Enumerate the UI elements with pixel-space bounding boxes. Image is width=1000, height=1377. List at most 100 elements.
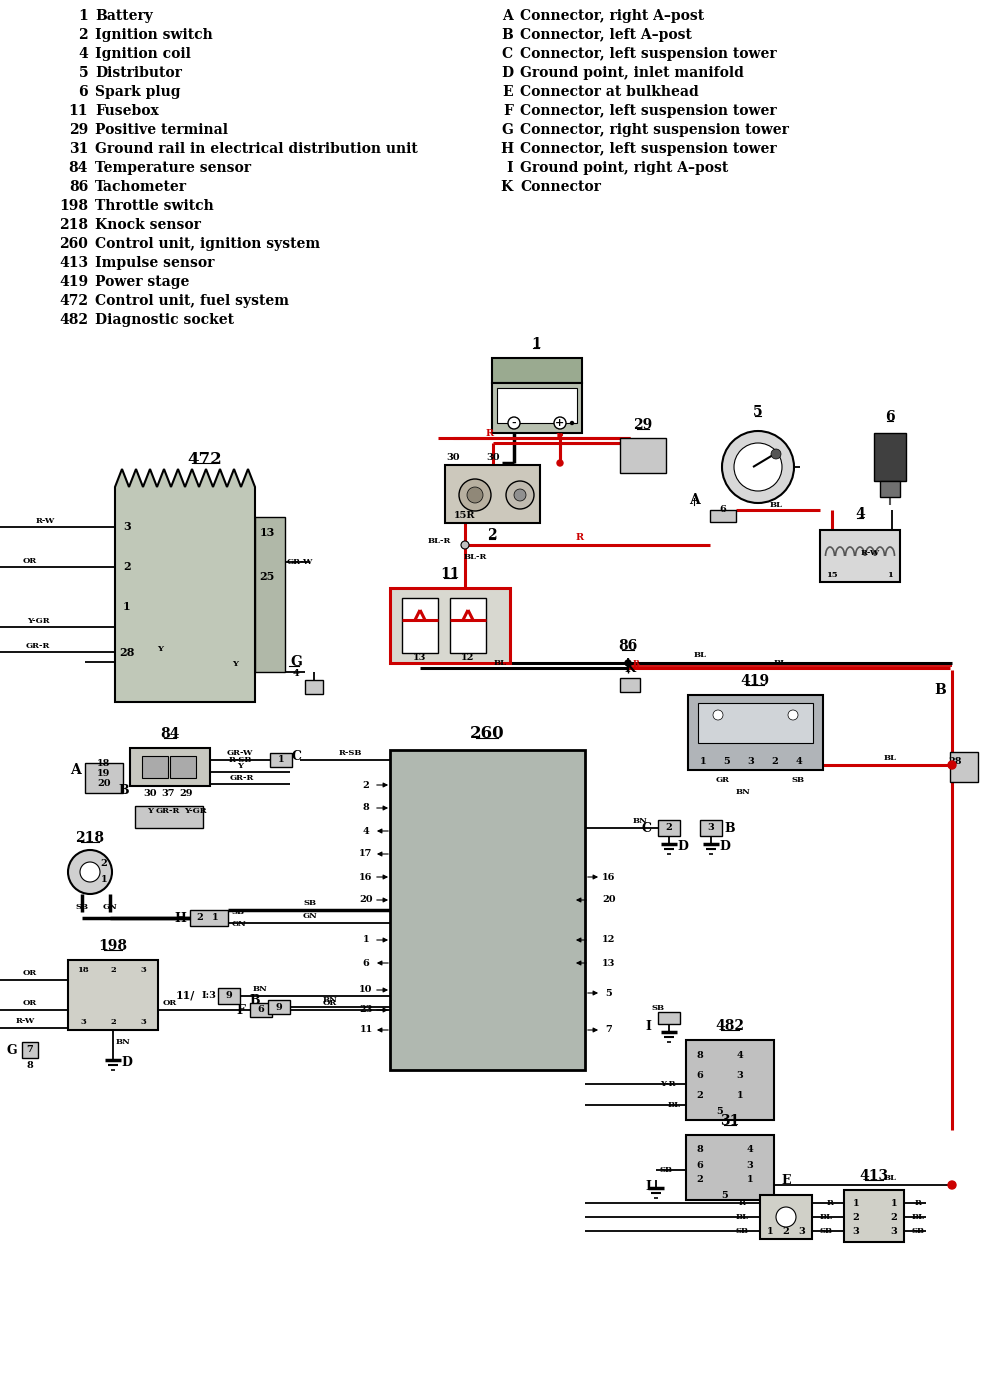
Text: 2: 2 — [101, 859, 107, 869]
Text: 1: 1 — [123, 602, 131, 613]
Circle shape — [506, 481, 534, 509]
Circle shape — [557, 460, 563, 465]
Text: 260: 260 — [470, 726, 504, 742]
Text: Y: Y — [157, 644, 163, 653]
Text: 31: 31 — [720, 1114, 740, 1128]
FancyBboxPatch shape — [710, 509, 736, 522]
Text: Connector, right suspension tower: Connector, right suspension tower — [520, 123, 789, 136]
Text: 25: 25 — [259, 571, 275, 582]
Text: 12: 12 — [602, 935, 616, 945]
Text: OR: OR — [23, 558, 37, 565]
Text: 18: 18 — [77, 967, 89, 974]
Text: R-SB: R-SB — [338, 749, 362, 757]
Text: 8: 8 — [697, 1051, 703, 1059]
Text: 84: 84 — [69, 161, 88, 175]
Text: Y-R: Y-R — [660, 1080, 676, 1088]
FancyBboxPatch shape — [130, 748, 210, 786]
Text: R-SB: R-SB — [228, 756, 252, 764]
Text: 6: 6 — [885, 410, 895, 424]
Text: 9: 9 — [276, 1002, 282, 1012]
FancyBboxPatch shape — [268, 1000, 290, 1013]
Text: SB: SB — [75, 903, 89, 912]
Text: 3: 3 — [748, 757, 754, 767]
Text: 3: 3 — [123, 522, 131, 533]
Circle shape — [459, 479, 491, 511]
Text: 4: 4 — [747, 1146, 753, 1154]
Text: R: R — [633, 662, 639, 671]
Text: 10: 10 — [359, 986, 373, 994]
Text: Control unit, fuel system: Control unit, fuel system — [95, 295, 289, 308]
Text: 29: 29 — [633, 419, 653, 432]
Text: Impulse sensor: Impulse sensor — [95, 256, 214, 270]
Text: 6: 6 — [78, 85, 88, 99]
Text: I: I — [645, 1019, 651, 1033]
Text: 11: 11 — [440, 567, 460, 581]
Text: 16: 16 — [359, 873, 373, 881]
Text: 30: 30 — [446, 453, 460, 463]
Text: 1: 1 — [700, 757, 706, 767]
Text: 3: 3 — [799, 1227, 805, 1235]
Text: Tachometer: Tachometer — [95, 180, 187, 194]
Text: 1: 1 — [212, 913, 218, 923]
Text: GR: GR — [716, 777, 730, 784]
FancyBboxPatch shape — [688, 695, 823, 770]
Text: C: C — [502, 47, 513, 61]
Circle shape — [788, 711, 798, 720]
Text: 12: 12 — [461, 654, 475, 662]
FancyBboxPatch shape — [135, 806, 203, 828]
Circle shape — [776, 1208, 796, 1227]
Text: 20: 20 — [602, 895, 616, 905]
FancyBboxPatch shape — [492, 358, 582, 383]
Text: Ground point, right A–post: Ground point, right A–post — [520, 161, 728, 175]
Text: 419: 419 — [740, 673, 770, 688]
Text: Connector, left suspension tower: Connector, left suspension tower — [520, 105, 777, 118]
Text: 1: 1 — [891, 1198, 897, 1208]
Text: 11/: 11/ — [176, 990, 195, 1001]
Text: SB: SB — [659, 1166, 673, 1175]
Text: BL: BL — [668, 1102, 680, 1108]
FancyBboxPatch shape — [686, 1040, 774, 1120]
Text: Connector at bulkhead: Connector at bulkhead — [520, 85, 699, 99]
FancyBboxPatch shape — [686, 1135, 774, 1199]
FancyBboxPatch shape — [620, 677, 640, 693]
Text: 86: 86 — [618, 639, 638, 653]
Text: F: F — [237, 1004, 245, 1016]
Text: 5: 5 — [606, 989, 612, 997]
Text: SB: SB — [651, 1004, 665, 1012]
Text: Battery: Battery — [95, 10, 153, 23]
Text: Y-GR: Y-GR — [27, 617, 49, 625]
Text: BL: BL — [494, 660, 507, 666]
Text: Positive terminal: Positive terminal — [95, 123, 228, 136]
FancyBboxPatch shape — [700, 819, 722, 836]
Text: 482: 482 — [716, 1019, 744, 1033]
Text: Ground point, inlet manifold: Ground point, inlet manifold — [520, 66, 744, 80]
Text: 2: 2 — [487, 527, 497, 543]
Text: 1: 1 — [737, 1091, 743, 1099]
Text: 3: 3 — [140, 1018, 146, 1026]
Text: 260: 260 — [59, 237, 88, 251]
Text: BN: BN — [736, 788, 750, 796]
Text: SB: SB — [911, 1227, 925, 1235]
Text: 1: 1 — [747, 1176, 753, 1184]
Text: 15: 15 — [826, 571, 838, 578]
Text: 6: 6 — [258, 1005, 264, 1015]
Text: 2: 2 — [772, 757, 778, 767]
Circle shape — [514, 489, 526, 501]
Text: A: A — [70, 763, 80, 777]
Text: BL: BL — [884, 1175, 896, 1181]
Text: Y-GR: Y-GR — [184, 807, 206, 815]
Text: BL: BL — [820, 1213, 832, 1221]
Text: 4: 4 — [796, 757, 802, 767]
FancyBboxPatch shape — [270, 753, 292, 767]
Text: SB: SB — [735, 1227, 749, 1235]
Text: 218: 218 — [76, 830, 104, 845]
Text: 8: 8 — [27, 1060, 33, 1070]
FancyBboxPatch shape — [390, 588, 510, 662]
FancyBboxPatch shape — [218, 989, 240, 1004]
FancyBboxPatch shape — [950, 752, 978, 782]
Text: 6: 6 — [363, 958, 369, 968]
Text: 5: 5 — [78, 66, 88, 80]
Text: R: R — [576, 533, 584, 543]
Text: OR: OR — [323, 998, 337, 1007]
Text: A: A — [502, 10, 513, 23]
